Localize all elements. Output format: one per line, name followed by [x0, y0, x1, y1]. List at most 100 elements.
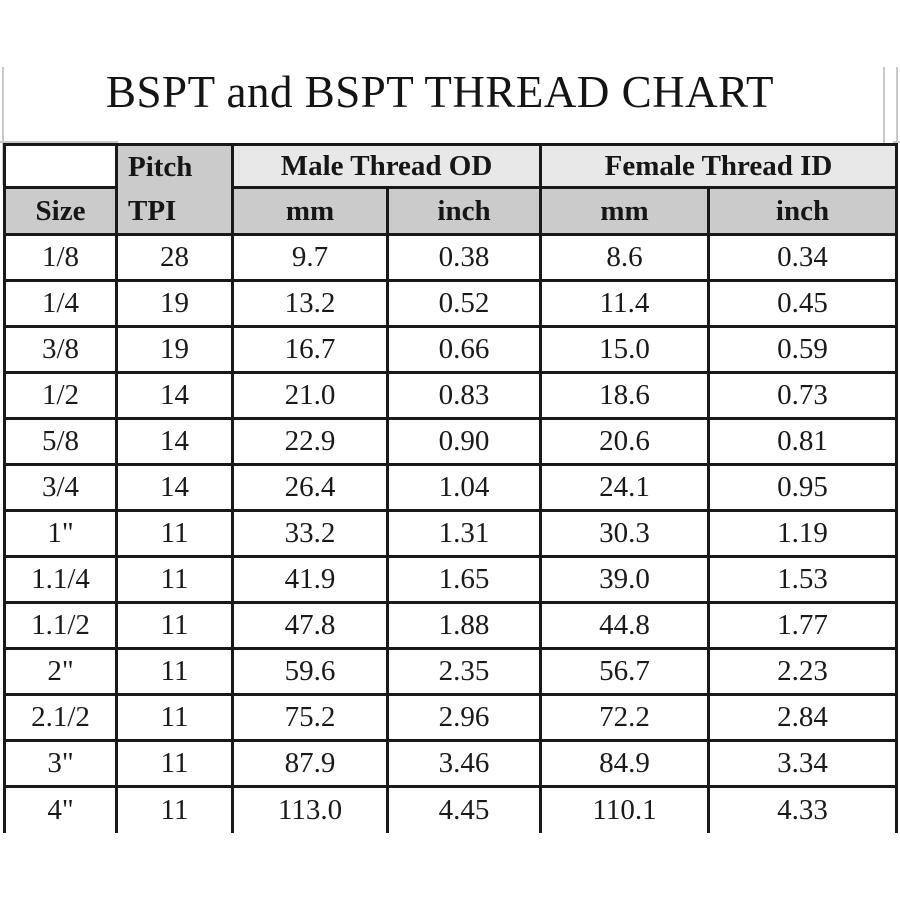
table-row: 1/2 14 21.0 0.83 18.6 0.73	[3, 371, 899, 420]
cell-male-mm: 26.4	[231, 463, 389, 512]
cell-male-mm: 87.9	[231, 739, 389, 788]
table-row: 2.1/2 11 75.2 2.96 72.2 2.84	[3, 693, 899, 742]
cell-tpi: 11	[115, 693, 234, 742]
guide-line-left	[2, 67, 4, 185]
corner-blank-cell	[3, 142, 118, 190]
cell-size: 3"	[3, 739, 118, 788]
cell-male-mm: 59.6	[231, 647, 389, 696]
table-row: 3" 11 87.9 3.46 84.9 3.34	[3, 739, 899, 788]
cell-female-inch: 0.73	[707, 371, 899, 420]
cell-male-inch: 0.38	[385, 233, 543, 282]
cell-tpi: 11	[115, 647, 234, 696]
cell-female-mm: 15.0	[539, 325, 711, 374]
cell-size: 1/8	[3, 233, 118, 282]
cell-male-mm: 21.0	[231, 371, 389, 420]
thread-chart-table: Pitch TPI Male Thread OD Female Thread I…	[3, 142, 899, 833]
cell-tpi: 11	[115, 555, 234, 604]
header-group-row: Pitch TPI Male Thread OD Female Thread I…	[3, 142, 899, 236]
cell-male-mm: 9.7	[231, 233, 389, 282]
cell-female-inch: 0.45	[707, 279, 899, 328]
cell-size: 2"	[3, 647, 118, 696]
cell-size: 1/2	[3, 371, 118, 420]
cell-tpi: 11	[115, 601, 234, 650]
cell-size: 2.1/2	[3, 693, 118, 742]
cell-female-inch: 1.53	[707, 555, 899, 604]
cell-female-inch: 0.81	[707, 417, 899, 466]
header-pitch-tpi: Pitch TPI	[115, 143, 234, 236]
cell-female-mm: 24.1	[539, 463, 711, 512]
cell-male-inch: 1.31	[385, 509, 543, 558]
header-male-inch: inch	[385, 186, 543, 236]
cell-tpi: 14	[115, 371, 234, 420]
cell-female-mm: 110.1	[539, 785, 711, 833]
cell-tpi: 19	[115, 325, 234, 374]
cell-female-inch: 0.34	[707, 233, 899, 282]
page-title: BSPT and BSPT THREAD CHART	[106, 67, 774, 117]
table-row: 1.1/4 11 41.9 1.65 39.0 1.53	[3, 555, 899, 604]
cell-tpi: 11	[115, 739, 234, 788]
table-row: 1/8 28 9.7 0.38 8.6 0.34	[3, 233, 899, 282]
cell-female-inch: 4.33	[707, 785, 899, 833]
cell-size: 1"	[3, 509, 118, 558]
cell-male-inch: 2.35	[385, 647, 543, 696]
cell-tpi: 11	[115, 785, 234, 833]
cell-female-mm: 56.7	[539, 647, 711, 696]
cell-female-inch: 1.19	[707, 509, 899, 558]
cell-male-inch: 4.45	[385, 785, 543, 833]
cell-male-inch: 3.46	[385, 739, 543, 788]
header-size: Size	[3, 186, 118, 236]
cell-female-mm: 72.2	[539, 693, 711, 742]
cell-male-mm: 33.2	[231, 509, 389, 558]
cell-size: 3/4	[3, 463, 118, 512]
header-male-mm: mm	[231, 186, 389, 236]
cell-size: 1/4	[3, 279, 118, 328]
cell-female-mm: 44.8	[539, 601, 711, 650]
table-row: 1.1/2 11 47.8 1.88 44.8 1.77	[3, 601, 899, 650]
cell-female-mm: 8.6	[539, 233, 711, 282]
cell-male-mm: 75.2	[231, 693, 389, 742]
cell-female-mm: 20.6	[539, 417, 711, 466]
cell-male-inch: 0.83	[385, 371, 543, 420]
cell-male-mm: 113.0	[231, 785, 389, 833]
table-row: 2" 11 59.6 2.35 56.7 2.23	[3, 647, 899, 696]
cell-tpi: 14	[115, 417, 234, 466]
cell-tpi: 11	[115, 509, 234, 558]
cell-female-mm: 11.4	[539, 279, 711, 328]
table-row: 4" 11 113.0 4.45 110.1 4.33	[3, 785, 899, 833]
cell-female-mm: 84.9	[539, 739, 711, 788]
table-row: 3/8 19 16.7 0.66 15.0 0.59	[3, 325, 899, 374]
cell-size: 3/8	[3, 325, 118, 374]
cell-male-mm: 16.7	[231, 325, 389, 374]
cell-male-mm: 13.2	[231, 279, 389, 328]
cell-female-inch: 0.59	[707, 325, 899, 374]
table-row: 1/4 19 13.2 0.52 11.4 0.45	[3, 279, 899, 328]
cell-female-inch: 2.23	[707, 647, 899, 696]
cell-tpi: 28	[115, 233, 234, 282]
guide-line-right-inner	[883, 67, 885, 143]
header-male-thread-od: Male Thread OD	[230, 142, 543, 190]
table-row: 5/8 14 22.9 0.90 20.6 0.81	[3, 417, 899, 466]
header-sub-row: Size mm inch mm inch	[3, 186, 899, 236]
cell-male-inch: 2.96	[385, 693, 543, 742]
header-female-mm: mm	[539, 186, 711, 236]
guide-line-right-outer	[896, 67, 898, 143]
header-female-thread-id: Female Thread ID	[539, 142, 899, 190]
cell-female-mm: 39.0	[539, 555, 711, 604]
cell-female-inch: 2.84	[707, 693, 899, 742]
cell-size: 5/8	[3, 417, 118, 466]
cell-male-mm: 41.9	[231, 555, 389, 604]
table-row: 1" 11 33.2 1.31 30.3 1.19	[3, 509, 899, 558]
cell-male-inch: 1.65	[385, 555, 543, 604]
header-pitch-label: Pitch	[128, 151, 193, 183]
cell-female-inch: 1.77	[707, 601, 899, 650]
cell-male-inch: 1.04	[385, 463, 543, 512]
cell-male-mm: 22.9	[231, 417, 389, 466]
table-row: 3/4 14 26.4 1.04 24.1 0.95	[3, 463, 899, 512]
cell-tpi: 19	[115, 279, 234, 328]
guide-line-top-left	[0, 141, 118, 143]
header-female-inch: inch	[707, 186, 899, 236]
cell-tpi: 14	[115, 463, 234, 512]
cell-male-inch: 1.88	[385, 601, 543, 650]
cell-size: 4"	[3, 785, 118, 833]
